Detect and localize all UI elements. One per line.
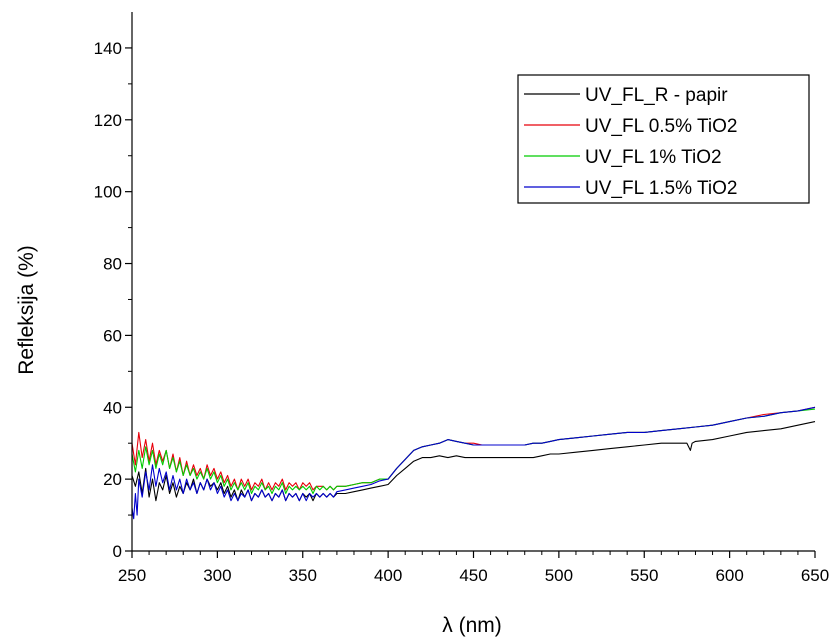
y-tick-label: 0 — [113, 542, 122, 561]
legend-label-3: UV_FL 1% TiO2 — [585, 147, 722, 168]
y-axis-title: Refleksija (%) — [15, 245, 38, 375]
series-layer — [131, 406, 816, 520]
x-tick-label: 300 — [203, 566, 231, 585]
x-tick-label: 600 — [715, 566, 743, 585]
series-line-4 — [131, 406, 816, 520]
x-tick-label: 650 — [801, 566, 829, 585]
y-tick-label: 60 — [103, 326, 122, 345]
x-tick-label: 350 — [289, 566, 317, 585]
y-tick-label: 100 — [94, 183, 122, 202]
y-tick-label: 40 — [103, 398, 122, 417]
x-tick-label: 250 — [118, 566, 146, 585]
x-tick-label: 450 — [459, 566, 487, 585]
x-axis-title: λ (nm) — [442, 614, 502, 637]
x-tick-label: 400 — [374, 566, 402, 585]
y-tick-label: 140 — [94, 39, 122, 58]
x-tick-label: 550 — [630, 566, 658, 585]
y-tick-label: 20 — [103, 470, 122, 489]
series-line-1 — [131, 421, 816, 502]
legend-box — [517, 74, 810, 204]
series-line-2 — [131, 406, 816, 491]
y-tick-label: 80 — [103, 255, 122, 274]
legend-label-4: UV_FL 1.5% TiO2 — [585, 178, 737, 199]
ticks-layer: 0 20 40 60 80 100 120 140 250 300 350 400 450 500 550 6… — [94, 39, 830, 585]
x-tick-label: 500 — [545, 566, 573, 585]
legend: UV_FL_R - papir UV_FL 0.5% TiO2 UV_FL 1% T… — [517, 74, 810, 204]
legend-label-1: UV_FL_R - papir — [585, 85, 728, 106]
y-tick-label: 120 — [94, 111, 122, 130]
legend-label-2: UV_FL 0.5% TiO2 — [585, 116, 737, 137]
